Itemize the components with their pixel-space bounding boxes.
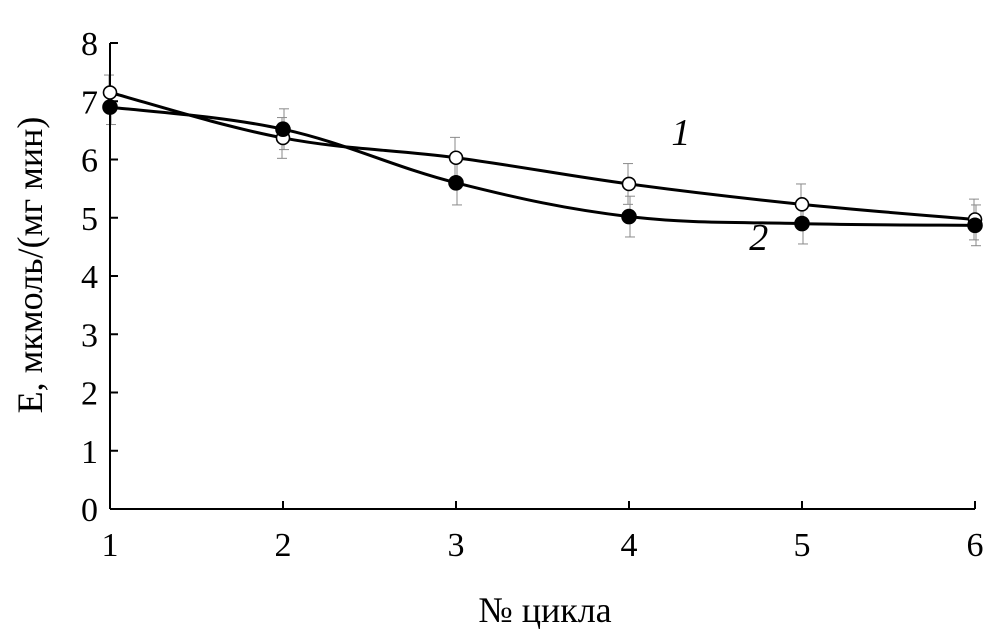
y-tick-label: 8 [81, 26, 98, 63]
series-label-1: 1 [671, 112, 690, 154]
y-tick-label: 4 [81, 259, 98, 296]
y-tick-label: 0 [81, 492, 98, 529]
x-axis-title: № цикла [478, 590, 611, 630]
data-point-series-1 [448, 150, 464, 166]
data-point-series-2 [794, 215, 810, 232]
data-point-series-1 [794, 197, 810, 212]
y-tick-label: 6 [81, 143, 98, 180]
error-bars [104, 74, 981, 247]
x-tick-label: 2 [275, 527, 292, 564]
data-point-series-1 [102, 85, 118, 100]
y-tick-label: 7 [81, 84, 98, 121]
data-point-series-2 [275, 121, 291, 138]
data-point-series-2 [102, 99, 118, 115]
series-labels: 12 [671, 112, 768, 259]
y-axis-title: E, мкмоль/(мг мин) [10, 117, 50, 414]
series-line-2 [109, 105, 976, 227]
x-tick-label: 1 [102, 527, 119, 564]
data-point-series-2 [448, 175, 464, 191]
x-tick-label: 3 [448, 527, 465, 564]
y-tick-label: 5 [81, 201, 98, 238]
data-point-series-2 [967, 217, 983, 234]
data-point-series-1 [621, 176, 637, 192]
axes [109, 43, 975, 510]
y-tick-label: 1 [81, 434, 98, 471]
series-markers [102, 85, 983, 234]
series-line-1 [109, 91, 976, 221]
series-label-2: 2 [749, 217, 768, 259]
y-tick-label: 2 [81, 376, 98, 413]
x-tick-label: 6 [967, 527, 984, 564]
y-tick-label: 3 [81, 317, 98, 354]
x-tick-label: 5 [794, 527, 811, 564]
series-lines [109, 91, 976, 227]
x-tick-label: 4 [621, 527, 638, 564]
data-point-series-2 [621, 208, 637, 225]
